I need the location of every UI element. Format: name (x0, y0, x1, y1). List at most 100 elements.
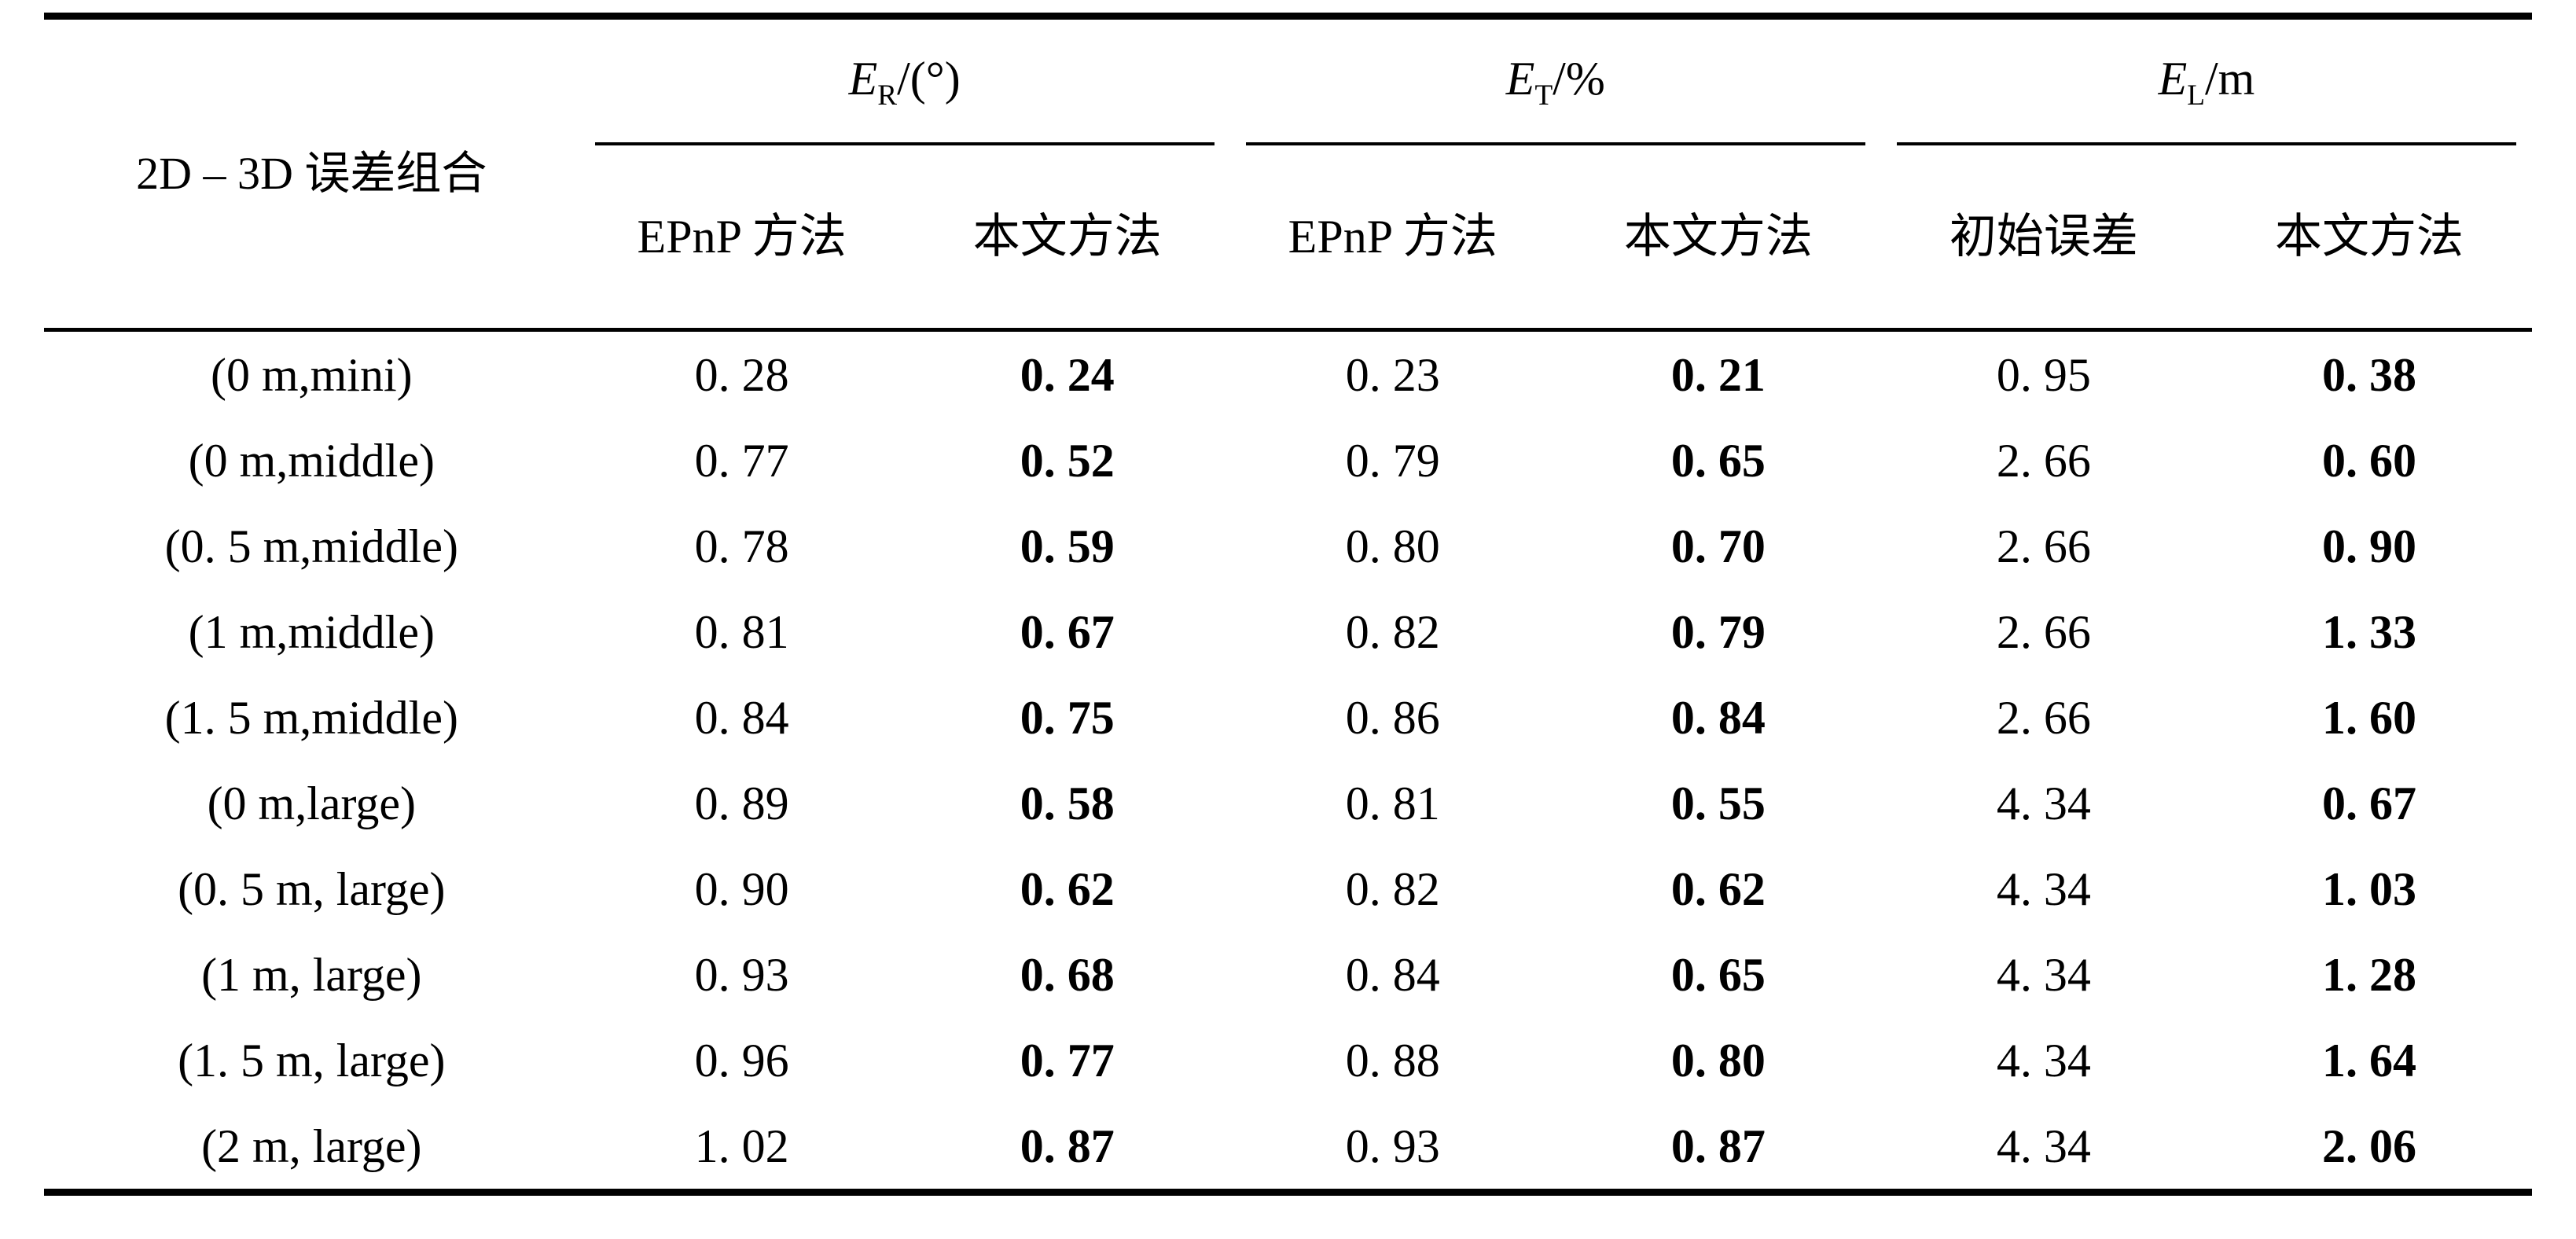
et-epnp-value: 0. 88 (1345, 1034, 1440, 1086)
group-header-row: 2D – 3D 误差组合 ER/(°) ET/% EL/m (44, 16, 2532, 332)
er-ours-value: 0. 62 (1020, 862, 1115, 915)
el-ours-value: 0. 38 (2321, 348, 2416, 401)
row-label: (0 m,middle) (188, 434, 435, 487)
subheader-el-init: 初始误差 (1880, 145, 2207, 332)
row-label: (0. 5 m, large) (178, 862, 446, 915)
el-init-value: 2. 66 (1996, 605, 2091, 658)
table-row: (1. 5 m,middle) 0. 84 0. 75 0. 86 0. 84 … (44, 675, 2532, 760)
el-ours-value: 1. 03 (2321, 862, 2416, 915)
er-epnp-value: 0. 89 (694, 777, 789, 829)
table-row: (0 m,middle) 0. 77 0. 52 0. 79 0. 65 2. … (44, 417, 2532, 503)
er-subscript: R (877, 79, 898, 112)
table-row: (1 m, large) 0. 93 0. 68 0. 84 0. 65 4. … (44, 932, 2532, 1017)
er-ours-value: 0. 68 (1020, 948, 1115, 1001)
er-ours-value: 0. 87 (1020, 1120, 1115, 1172)
er-epnp-value: 0. 96 (694, 1034, 789, 1086)
er-ours-value: 0. 59 (1020, 520, 1115, 572)
et-ours-value: 0. 65 (1670, 948, 1766, 1001)
er-ours-value: 0. 58 (1020, 777, 1115, 829)
et-epnp-value: 0. 82 (1345, 862, 1440, 915)
et-ours-value: 0. 21 (1670, 348, 1766, 401)
er-epnp-value: 0. 81 (694, 605, 789, 658)
et-symbol: E (1505, 52, 1535, 105)
er-ours-value: 0. 24 (1020, 348, 1115, 401)
et-epnp-value: 0. 84 (1345, 948, 1440, 1001)
et-ours-value: 0. 79 (1670, 605, 1766, 658)
el-init-value: 4. 34 (1996, 948, 2091, 1001)
er-epnp-value: 1. 02 (694, 1120, 789, 1172)
subheader-row: EPnP 方法 本文方法 EPnP 方法 本文方法 初始误差 本文方法 (44, 145, 2532, 332)
table-row: (0 m,mini) 0. 28 0. 24 0. 23 0. 21 0. 95… (44, 330, 2532, 418)
el-init-value: 4. 34 (1996, 862, 2091, 915)
el-ours-value: 0. 90 (2321, 520, 2416, 572)
et-epnp-value: 0. 82 (1345, 605, 1440, 658)
el-init-value: 2. 66 (1996, 520, 2091, 572)
et-epnp-value: 0. 81 (1345, 777, 1440, 829)
row-label: (0 m,mini) (210, 348, 413, 401)
et-ours-value: 0. 84 (1670, 691, 1766, 744)
group-header-el: EL/m (1881, 17, 2532, 146)
er-epnp-value: 0. 84 (694, 691, 789, 744)
table-row: (2 m, large) 1. 02 0. 87 0. 93 0. 87 4. … (44, 1103, 2532, 1193)
el-ours-value: 1. 60 (2321, 691, 2416, 744)
el-init-value: 0. 95 (1996, 348, 2091, 401)
table-row: (0. 5 m,middle) 0. 78 0. 59 0. 80 0. 70 … (44, 503, 2532, 589)
table-row: (1 m,middle) 0. 81 0. 67 0. 82 0. 79 2. … (44, 589, 2532, 675)
el-ours-value: 2. 06 (2321, 1120, 2416, 1172)
el-init-value: 2. 66 (1996, 434, 2091, 487)
et-epnp-value: 0. 93 (1345, 1120, 1440, 1172)
table-row: (0 m,large) 0. 89 0. 58 0. 81 0. 55 4. 3… (44, 760, 2532, 846)
table-row: (0. 5 m, large) 0. 90 0. 62 0. 82 0. 62 … (44, 846, 2532, 932)
et-ours-value: 0. 80 (1670, 1034, 1766, 1086)
er-symbol: E (848, 52, 878, 105)
et-epnp-value: 0. 80 (1345, 520, 1440, 572)
el-init-value: 2. 66 (1996, 691, 2091, 744)
er-epnp-value: 0. 93 (694, 948, 789, 1001)
el-ours-value: 1. 33 (2321, 605, 2416, 658)
subheader-el-ours: 本文方法 (2206, 145, 2532, 332)
et-ours-value: 0. 87 (1670, 1120, 1766, 1172)
er-epnp-value: 0. 77 (694, 434, 789, 487)
er-ours-value: 0. 75 (1020, 691, 1115, 744)
el-ours-value: 0. 67 (2321, 777, 2416, 829)
et-ours-value: 0. 70 (1670, 520, 1766, 572)
et-epnp-value: 0. 23 (1345, 348, 1440, 401)
row-label: (1 m,middle) (188, 605, 435, 658)
er-epnp-value: 0. 78 (694, 520, 789, 572)
subheader-er-ours: 本文方法 (904, 145, 1230, 332)
row-label: (1. 5 m, large) (178, 1034, 446, 1086)
el-ours-value: 0. 60 (2321, 434, 2416, 487)
results-table: 2D – 3D 误差组合 ER/(°) ET/% EL/m EPnP 方法 本文… (44, 13, 2532, 1196)
el-init-value: 4. 34 (1996, 777, 2091, 829)
subheader-er-epnp: EPnP 方法 (579, 145, 905, 332)
er-ours-value: 0. 77 (1020, 1034, 1115, 1086)
el-symbol: E (2158, 52, 2188, 105)
row-label: (0. 5 m,middle) (164, 520, 458, 572)
table-body: (0 m,mini) 0. 28 0. 24 0. 23 0. 21 0. 95… (44, 330, 2532, 1193)
er-ours-value: 0. 67 (1020, 605, 1115, 658)
row-label: (1. 5 m,middle) (164, 691, 458, 744)
row-label: (2 m, large) (201, 1120, 422, 1172)
er-epnp-value: 0. 28 (694, 348, 789, 401)
group-header-et: ET/% (1230, 17, 1881, 146)
group-header-er: ER/(°) (579, 17, 1230, 146)
subheader-et-epnp: EPnP 方法 (1229, 145, 1556, 332)
row-label: (1 m, large) (201, 948, 422, 1001)
et-ours-value: 0. 65 (1670, 434, 1766, 487)
el-ours-value: 1. 64 (2321, 1034, 2416, 1086)
row-label: (0 m,large) (207, 777, 417, 829)
el-init-value: 4. 34 (1996, 1034, 2091, 1086)
er-unit: /(°) (897, 52, 961, 105)
el-init-value: 4. 34 (1996, 1120, 2091, 1172)
table-row: (1. 5 m, large) 0. 96 0. 77 0. 88 0. 80 … (44, 1017, 2532, 1103)
el-ours-value: 1. 28 (2321, 948, 2416, 1001)
et-subscript: T (1534, 79, 1553, 112)
et-epnp-value: 0. 86 (1345, 691, 1440, 744)
subheader-et-ours: 本文方法 (1555, 145, 1881, 332)
er-ours-value: 0. 52 (1020, 434, 1115, 487)
et-unit: /% (1553, 52, 1605, 105)
el-unit: /m (2204, 52, 2255, 105)
et-epnp-value: 0. 79 (1345, 434, 1440, 487)
row-header-label: 2D – 3D 误差组合 (44, 16, 579, 332)
er-epnp-value: 0. 90 (694, 862, 789, 915)
